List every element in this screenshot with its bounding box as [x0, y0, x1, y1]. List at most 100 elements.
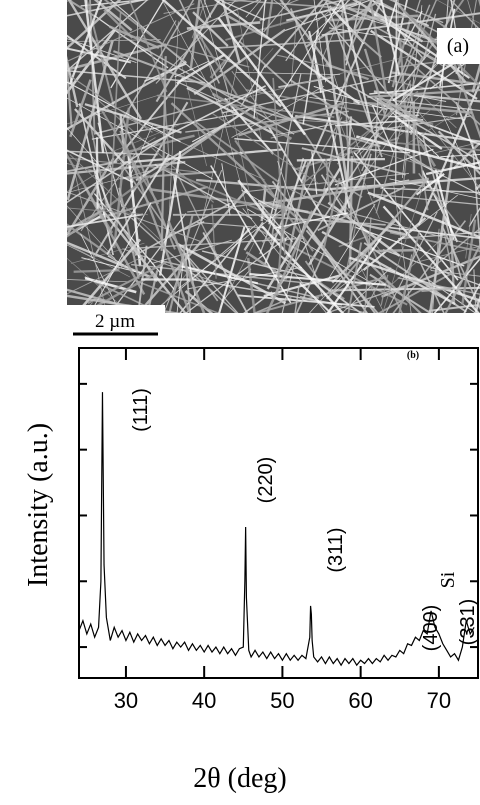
nanowire [176, 53, 226, 85]
nanowire [313, 0, 327, 83]
peak-label: (400) [420, 605, 442, 652]
nanowire [245, 251, 288, 281]
nanowire [67, 55, 79, 108]
nanowire [184, 290, 214, 313]
nanowire [235, 72, 341, 75]
x-tick-label: 70 [427, 688, 451, 713]
nanowire [158, 165, 280, 219]
nanowire [161, 0, 228, 122]
x-tick-label: 30 [114, 688, 138, 713]
nanowire [84, 0, 105, 154]
nanowire [367, 88, 480, 99]
nanowire [265, 210, 314, 313]
x-tick-label: 50 [270, 688, 294, 713]
nanowire [271, 180, 376, 313]
nanowire [434, 169, 455, 241]
nanowire [299, 295, 368, 313]
nanowire [109, 11, 122, 211]
panel-label: (a) [447, 35, 469, 57]
nanowire [187, 266, 302, 290]
nanowire [353, 151, 459, 281]
nanowire [441, 225, 480, 310]
nanowire [176, 242, 287, 305]
nanowire [174, 60, 209, 78]
nanowire [420, 245, 480, 262]
nanowire [375, 57, 422, 214]
nanowire [413, 94, 447, 102]
nanowire [67, 129, 177, 204]
label-box [437, 28, 480, 64]
nanowire [308, 30, 351, 209]
nanowire [308, 167, 369, 266]
nanowire [67, 55, 73, 127]
nanowire [128, 0, 168, 93]
nanowire [135, 279, 220, 313]
nanowire [273, 0, 306, 25]
nanowire [369, 82, 480, 95]
nanowire [210, 165, 292, 304]
nanowire [217, 17, 307, 136]
nanowire [67, 150, 158, 156]
nanowire [294, 285, 300, 313]
nanowire [146, 270, 159, 313]
nanowire [354, 226, 465, 267]
nanowire [252, 47, 274, 71]
nanowire [218, 0, 266, 21]
nanowire [387, 0, 408, 84]
nanowire [380, 96, 431, 128]
nanowire [201, 250, 310, 278]
nanowire [329, 27, 417, 42]
nanowire [203, 0, 212, 18]
nanowire [389, 226, 480, 240]
nanowire [231, 85, 325, 138]
nanowire [103, 0, 186, 63]
nanowire [322, 0, 460, 52]
nanowire [259, 199, 281, 255]
nanowire [391, 238, 443, 285]
nanowire [178, 210, 282, 289]
nanowire [389, 178, 480, 200]
nanowire [185, 236, 288, 313]
nanowire [168, 21, 179, 221]
nanowire [90, 202, 152, 313]
nanowire [455, 0, 477, 116]
nanowire [308, 278, 341, 313]
nanowire [67, 157, 197, 173]
nanowire [67, 160, 118, 173]
sem-image [67, 0, 480, 313]
nanowire [355, 135, 480, 170]
nanowire [325, 1, 383, 158]
nanowire [253, 297, 292, 313]
nanowire [278, 0, 342, 99]
nanowire [67, 244, 94, 259]
nanowire [279, 0, 284, 26]
nanowire [67, 213, 144, 228]
nanowire [67, 73, 153, 133]
y-axis-label: Intensity (a.u.) [23, 423, 54, 587]
nanowire [73, 269, 120, 273]
nanowire [430, 269, 480, 277]
nanowire [275, 132, 380, 292]
nanowire [67, 0, 147, 17]
nanowire [186, 86, 273, 135]
nanowire [67, 255, 145, 295]
nanowire [367, 191, 480, 239]
nanowire [382, 249, 480, 286]
nanowire [168, 214, 194, 313]
nanowire [359, 93, 422, 155]
x-axis-label: 2θ (deg) [193, 763, 287, 794]
nanowire [307, 0, 351, 40]
nanowire [80, 0, 151, 7]
nanowire [67, 243, 131, 278]
nanowire [274, 177, 430, 204]
nanowire [467, 0, 480, 44]
nanowire [362, 217, 427, 271]
nanowire [67, 137, 156, 193]
nanowire [349, 84, 480, 162]
nanowire [106, 108, 265, 181]
nanowire [322, 178, 341, 250]
nanowire [415, 0, 421, 13]
nanowire [263, 0, 324, 69]
nanowire [67, 174, 151, 238]
nanowire [397, 0, 399, 46]
